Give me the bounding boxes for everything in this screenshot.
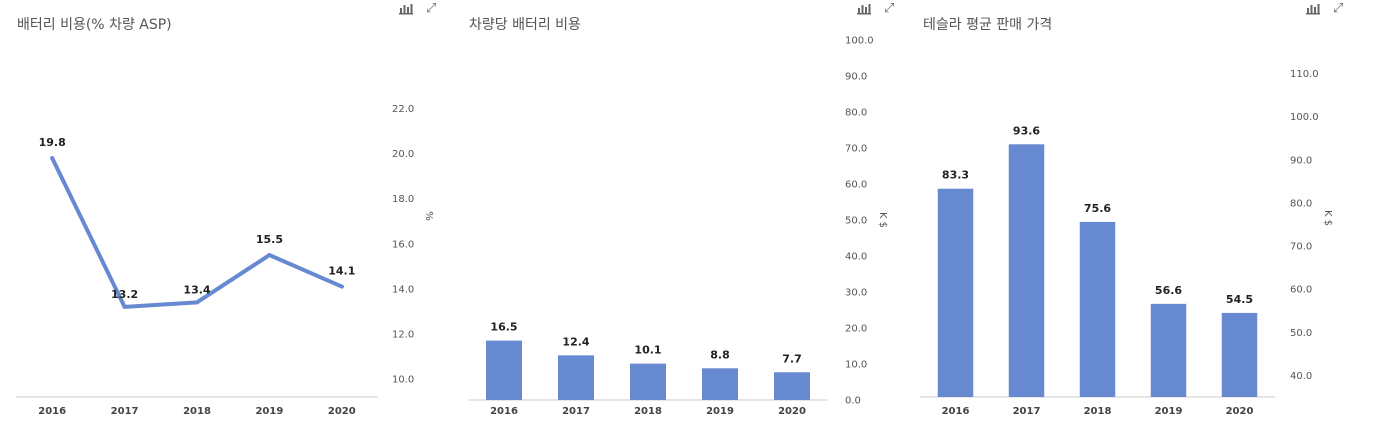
chart-canvas: 10.0 12.0 14.0 16.0 18.0 20.0 22.0% 2016 2017 201… xyxy=(16,104,434,417)
data-label: 12.4 xyxy=(562,335,589,348)
x-tick-label: 2017 xyxy=(1013,406,1041,417)
data-point xyxy=(267,253,272,258)
data-label: 75.6 xyxy=(1084,202,1111,215)
y-tick-label: 10.0 xyxy=(845,360,867,371)
y-tick-label: 40.0 xyxy=(845,252,867,263)
chart-canvas: 40.0 50.0 60.0 70.0 80.0 90.0 100.0 110.0 K $ 201… xyxy=(920,69,1333,417)
x-tick-label: 2016 xyxy=(490,406,518,417)
x-tick-label: 2018 xyxy=(183,406,211,417)
chart-panel-battery-cost-per-vehicle: 차량당 배터리 비용 ⤢ 0.0 10.0 20.0 30.0 40.0 50.0 60.0… xyxy=(460,0,920,446)
data-label: 56.6 xyxy=(1155,284,1182,297)
data-label: 14.1 xyxy=(328,265,355,278)
y-tick-label: 12.0 xyxy=(392,329,414,340)
data-point xyxy=(50,156,55,161)
expand-icon[interactable]: ⤢ xyxy=(884,1,895,16)
chart-panel-battery-cost-share: 배터리 비용(% 차량 ASP) ⤢ 10.0 12.0 14.0 16.0 18.0 2… xyxy=(0,0,460,446)
data-label: 13.4 xyxy=(183,283,210,296)
chart-title: 배터리 비용(% 차량 ASP) xyxy=(17,17,172,33)
bar xyxy=(774,372,810,400)
chart-canvas: 0.0 10.0 20.0 30.0 40.0 50.0 60.0 70.0 80.0 90.0 1… xyxy=(468,36,888,417)
data-point xyxy=(195,300,199,305)
bar xyxy=(1008,144,1045,397)
y-tick-label: 50.0 xyxy=(1290,328,1312,339)
y-tick-label: 80.0 xyxy=(1290,198,1312,209)
data-label: 7.7 xyxy=(782,352,802,365)
data-label: 19.8 xyxy=(39,136,66,149)
data-label: 13.2 xyxy=(111,288,138,301)
x-tick-label: 2017 xyxy=(562,406,590,417)
data-point xyxy=(339,284,344,289)
x-tick-label: 2020 xyxy=(778,406,806,417)
bar xyxy=(486,340,522,400)
y-tick-label: 60.0 xyxy=(845,180,867,191)
y-tick-label: 100.0 xyxy=(845,36,874,47)
y-tick-label: 70.0 xyxy=(845,144,867,155)
y-tick-label: 30.0 xyxy=(845,288,867,299)
bar xyxy=(702,368,738,400)
y-tick-label: 14.0 xyxy=(392,284,414,295)
bar xyxy=(1079,221,1116,397)
x-tick-label: 2017 xyxy=(111,406,139,417)
expand-icon[interactable]: ⤢ xyxy=(1333,1,1344,16)
expand-icon[interactable]: ⤢ xyxy=(426,1,437,16)
bar xyxy=(1150,303,1187,397)
bar xyxy=(1221,312,1258,397)
data-label: 93.6 xyxy=(1013,124,1040,137)
data-label: 15.5 xyxy=(256,233,283,246)
y-tick-label: 100.0 xyxy=(1290,112,1319,123)
y-tick-label: 0.0 xyxy=(845,396,861,407)
y-tick-label: 110.0 xyxy=(1290,69,1319,80)
y-tick-label: 20.0 xyxy=(392,149,414,160)
x-tick-label: 2018 xyxy=(1084,406,1112,417)
x-tick-label: 2019 xyxy=(1155,406,1183,417)
y-axis-unit: K $ xyxy=(1322,210,1333,226)
y-axis-unit: % xyxy=(423,211,434,221)
y-tick-label: 50.0 xyxy=(845,216,867,227)
bar xyxy=(558,355,594,400)
y-tick-label: 90.0 xyxy=(1290,155,1312,166)
y-tick-label: 22.0 xyxy=(392,104,414,115)
x-tick-label: 2016 xyxy=(38,406,66,417)
y-axis-unit: K $ xyxy=(877,212,888,228)
y-tick-label: 40.0 xyxy=(1290,371,1312,382)
data-label: 54.5 xyxy=(1226,293,1253,306)
y-tick-label: 70.0 xyxy=(1290,242,1312,253)
bar xyxy=(937,188,974,397)
bar-chart-icon[interactable] xyxy=(1305,2,1321,20)
chart-panel-tesla-asp: 테슬라 평균 판매 가격 ⤢ 40.0 50.0 60.0 70.0 80.0 90.0 1… xyxy=(915,0,1375,446)
x-tick-label: 2019 xyxy=(255,406,283,417)
data-label: 10.1 xyxy=(634,344,661,357)
data-label: 16.5 xyxy=(490,321,517,334)
y-tick-label: 20.0 xyxy=(845,324,867,335)
y-tick-label: 80.0 xyxy=(845,108,867,119)
y-tick-label: 16.0 xyxy=(392,239,414,250)
chart-title: 차량당 배터리 비용 xyxy=(469,17,581,33)
bar xyxy=(630,363,666,400)
bar-chart-icon[interactable] xyxy=(398,2,414,20)
x-tick-label: 2020 xyxy=(1226,406,1254,417)
y-tick-label: 10.0 xyxy=(392,374,414,385)
y-tick-label: 18.0 xyxy=(392,194,414,205)
y-tick-label: 90.0 xyxy=(845,72,867,83)
x-tick-label: 2020 xyxy=(328,406,356,417)
data-label: 83.3 xyxy=(942,169,969,182)
data-label: 8.8 xyxy=(710,348,730,361)
bar-chart-icon[interactable] xyxy=(856,2,872,20)
y-tick-label: 60.0 xyxy=(1290,285,1312,296)
chart-title: 테슬라 평균 판매 가격 xyxy=(923,17,1053,33)
x-tick-label: 2019 xyxy=(706,406,734,417)
data-point xyxy=(122,304,127,309)
x-tick-label: 2016 xyxy=(942,406,970,417)
x-tick-label: 2018 xyxy=(634,406,662,417)
